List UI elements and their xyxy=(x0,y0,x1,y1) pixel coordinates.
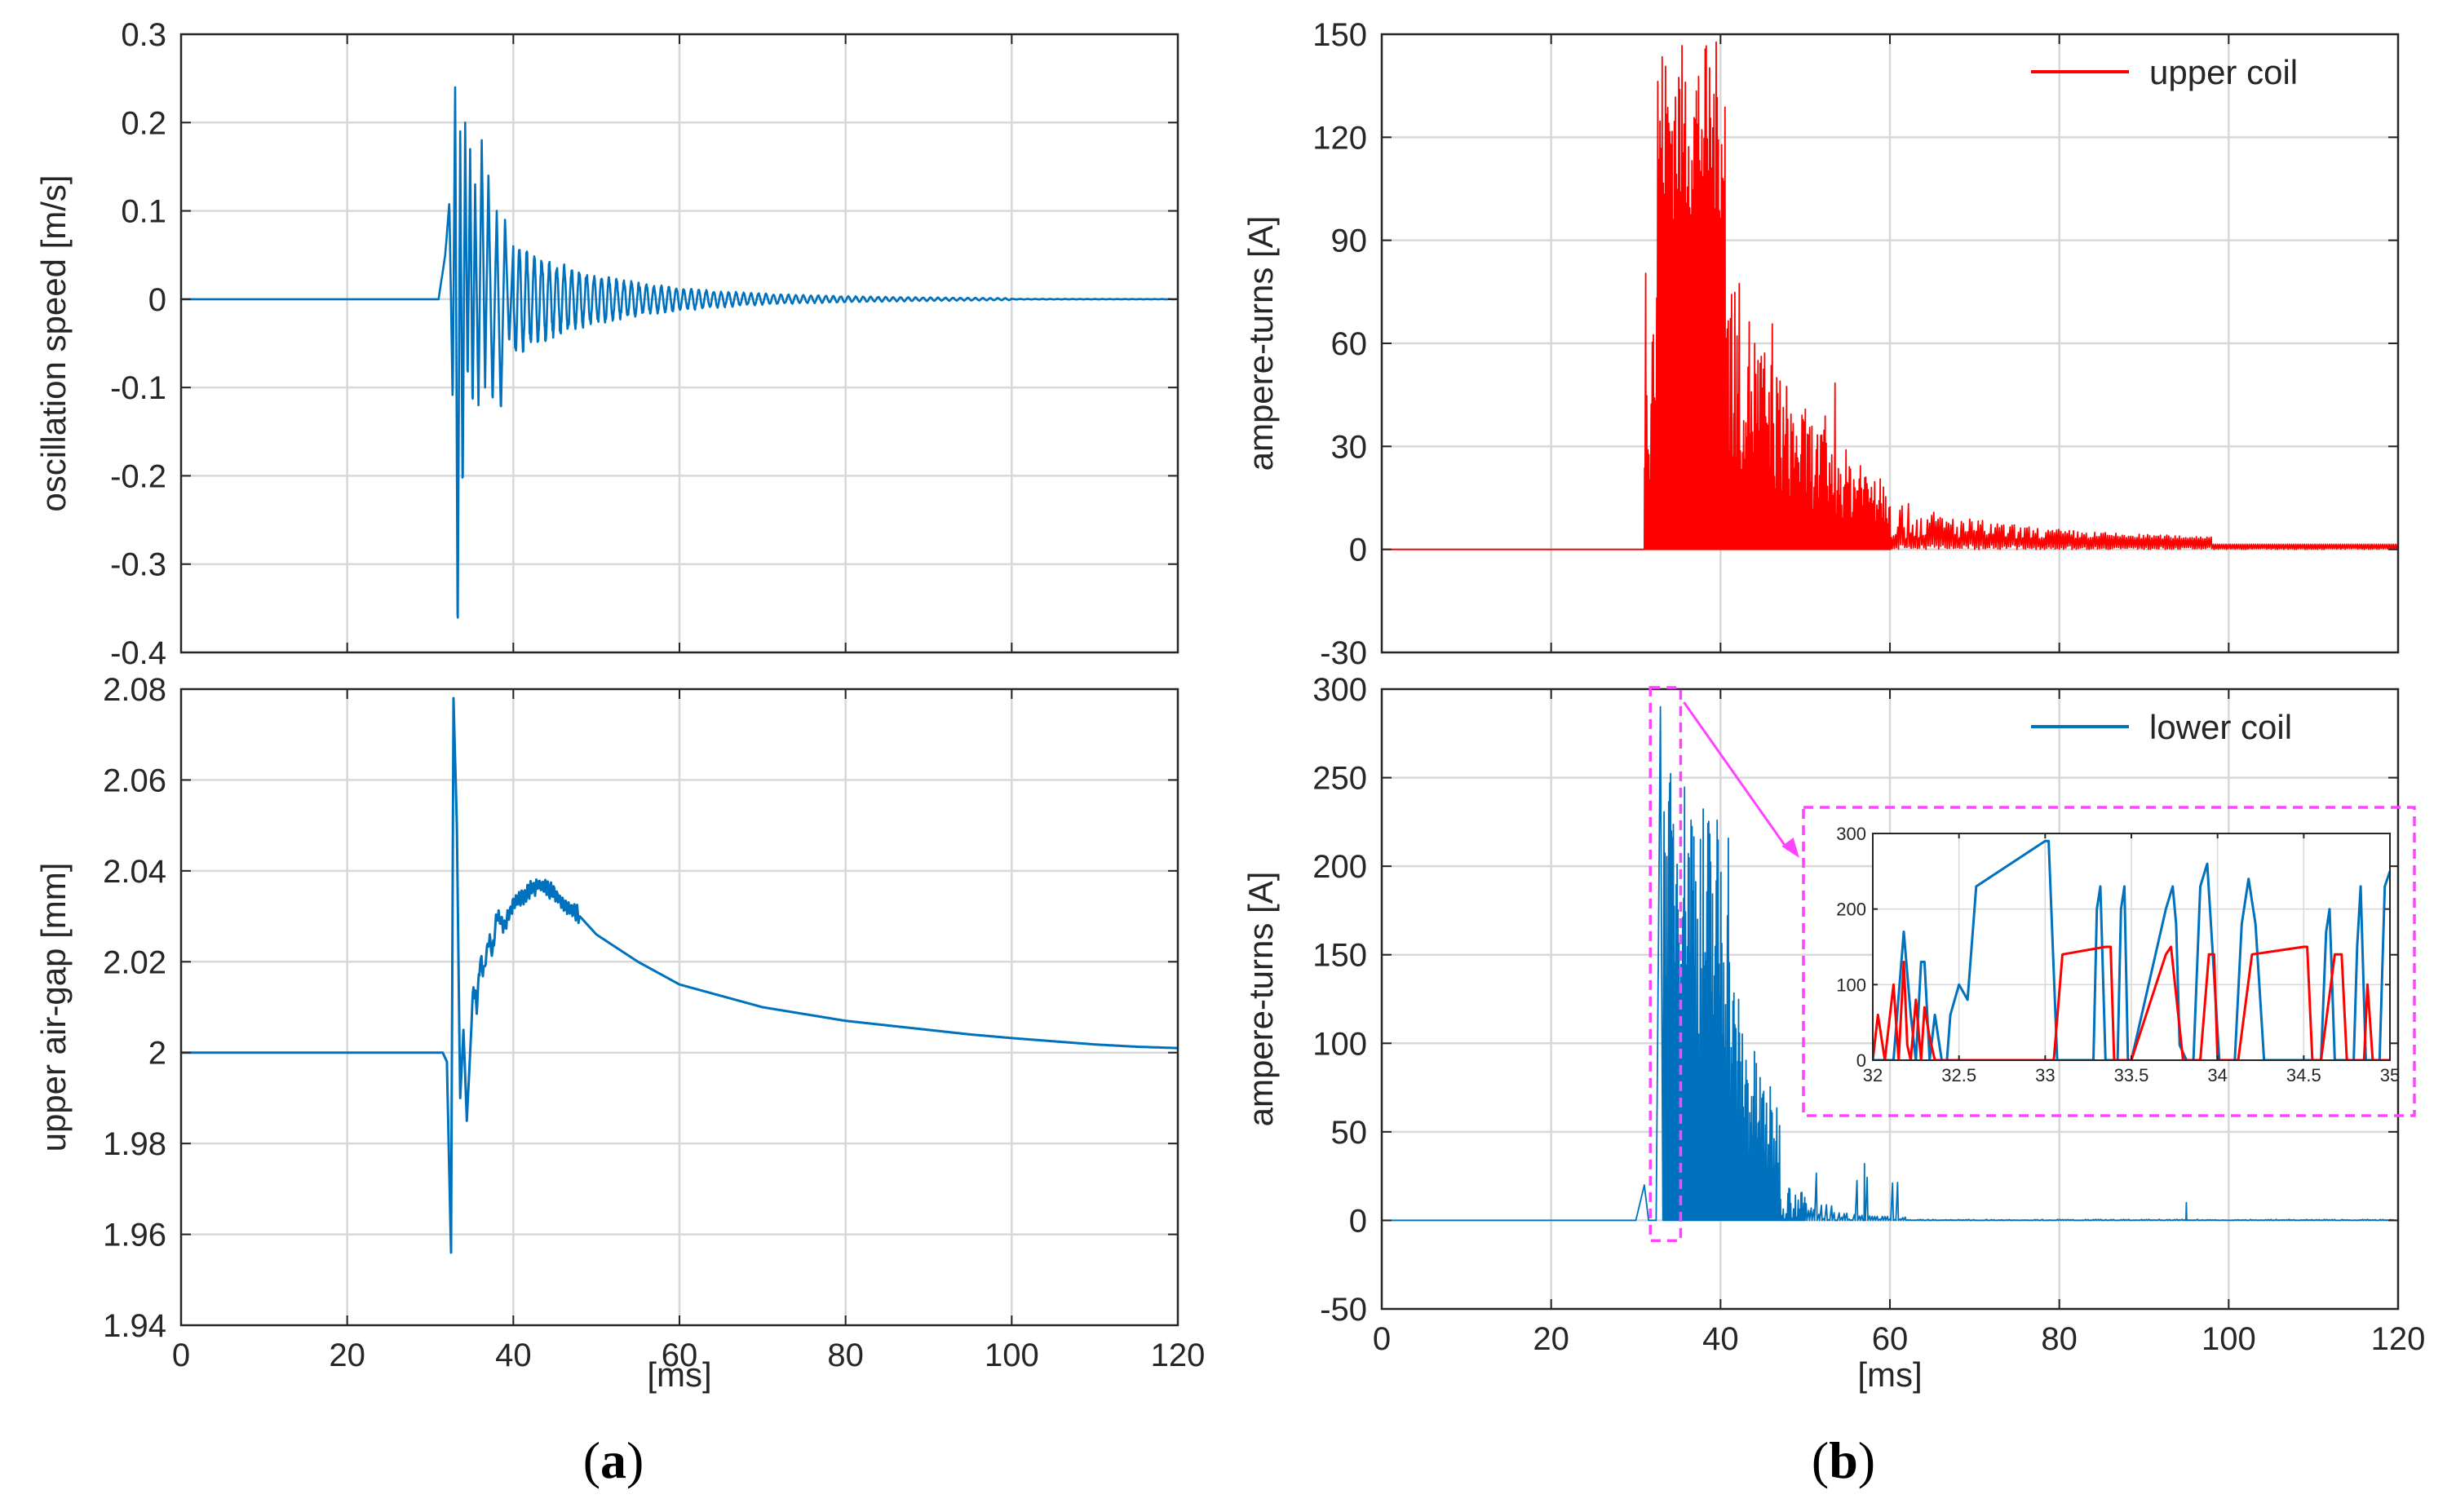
oscillation-speed-plot: -0.4 -0.3 -0.2 -0.1 0 0.1 0.2 0.3 oscillation sp… xyxy=(34,17,1179,671)
upper-coil-plot: -30 0 30 60 90 120 150 ampere-turns [A] upper co… xyxy=(1241,17,2400,671)
series-line-upper-air-gap xyxy=(181,696,1178,1254)
y-axis-label: oscillation speed [m/s] xyxy=(34,175,73,511)
x-tick-label: 120 xyxy=(2371,1321,2426,1357)
y-tick-label: 90 xyxy=(1331,223,1368,259)
x-tick-label: 40 xyxy=(495,1337,532,1373)
upper-air-gap-plot: 1.94 1.96 1.98 2 2.02 2.04 2.06 2.08 0 20 40 60 80 10… xyxy=(34,672,1205,1394)
x-tick-label: 33.5 xyxy=(2114,1065,2149,1085)
x-tick-label: 60 xyxy=(1872,1321,1909,1357)
y-tick-label: 0 xyxy=(1349,533,1367,568)
x-tick-label: 20 xyxy=(329,1337,365,1373)
y-tick-label: 2 xyxy=(148,1036,166,1072)
x-tick-label: 80 xyxy=(2041,1321,2078,1357)
zoom-arrow-head xyxy=(1781,838,1799,858)
series-line-oscillation-speed xyxy=(181,86,1178,619)
x-tick-label: 80 xyxy=(827,1337,864,1373)
y-tick-label: 150 xyxy=(1312,17,1367,53)
y-tick-label: 300 xyxy=(1836,824,1866,844)
y-tick-label: 120 xyxy=(1312,120,1367,156)
y-tick-label: -30 xyxy=(1320,635,1367,671)
y-tick-label: 150 xyxy=(1312,938,1367,974)
y-tick-label: 0.3 xyxy=(121,17,166,53)
y-tick-label: -0.4 xyxy=(110,635,166,671)
zoom-arrow xyxy=(1683,701,1790,851)
x-tick-label: 100 xyxy=(985,1337,1039,1373)
x-tick-label: 33 xyxy=(2035,1065,2055,1085)
y-tick-label: 2.04 xyxy=(103,854,166,890)
inset-frame xyxy=(1802,806,2416,1117)
y-tick-label: 0.1 xyxy=(121,194,166,230)
y-tick-label: 60 xyxy=(1331,326,1368,362)
x-tick-label: 35 xyxy=(2380,1065,2400,1085)
zoom-highlight xyxy=(1648,686,2416,1243)
x-tick-label: 100 xyxy=(2202,1321,2256,1357)
legend-label: upper coil xyxy=(2149,53,2298,91)
legend-label: lower coil xyxy=(2149,708,2292,746)
y-tick-label: 200 xyxy=(1836,900,1866,920)
y-tick-label: 0 xyxy=(1349,1203,1367,1239)
x-tick-label: 32.5 xyxy=(1941,1065,1976,1085)
x-tick-label: 40 xyxy=(1702,1321,1739,1357)
y-tick-label: -0.1 xyxy=(110,370,166,406)
zoom-inset-plot: 0 100 200 300 32 32.5 33 33.5 34 34.5 35 xyxy=(1836,824,2400,1085)
y-tick-label: -0.2 xyxy=(110,458,166,494)
y-axis-label: ampere-turns [A] xyxy=(1241,216,1280,471)
x-tick-label: 20 xyxy=(1533,1321,1569,1357)
x-tick-label: 34 xyxy=(2207,1065,2227,1085)
y-tick-label: 1.96 xyxy=(103,1218,166,1253)
legend: upper coil xyxy=(2031,53,2298,91)
x-tick-label: 32 xyxy=(1863,1065,1883,1085)
y-tick-label: 1.98 xyxy=(103,1126,166,1162)
legend: lower coil xyxy=(2031,708,2292,746)
series-group xyxy=(1873,839,2390,1060)
y-tick-label: -50 xyxy=(1320,1292,1367,1328)
series-group xyxy=(1382,41,2398,550)
x-tick-label: 0 xyxy=(172,1337,190,1373)
series-line-inset-lower-coil xyxy=(1873,839,2390,1060)
y-tick-label: 100 xyxy=(1312,1026,1367,1062)
y-tick-label: 300 xyxy=(1312,672,1367,708)
y-tick-label: -0.3 xyxy=(110,547,166,583)
y-tick-label: 100 xyxy=(1836,975,1866,995)
y-axis-label: ampere-turns [A] xyxy=(1241,872,1280,1127)
y-tick-label: 50 xyxy=(1331,1115,1368,1151)
y-tick-label: 2.02 xyxy=(103,944,166,980)
y-axis-label: upper air-gap [mm] xyxy=(34,863,73,1152)
series-line-lower-coil xyxy=(1382,705,2398,1222)
x-tick-label: 0 xyxy=(1373,1321,1391,1357)
series-group xyxy=(1382,705,2398,1222)
y-tick-label: 1.94 xyxy=(103,1308,166,1344)
x-axis-label: [ms] xyxy=(647,1355,711,1394)
series-line-upper-coil xyxy=(1382,41,2398,550)
y-tick-label: 0.2 xyxy=(121,105,166,141)
y-tick-label: 200 xyxy=(1312,849,1367,885)
x-tick-label: 120 xyxy=(1151,1337,1206,1373)
x-tick-label: 60 xyxy=(662,1337,698,1373)
panel-label-a: (a) xyxy=(583,1431,644,1489)
y-tick-label: 0 xyxy=(148,282,166,318)
x-axis-label: [ms] xyxy=(1857,1355,1922,1394)
y-tick-label: 0 xyxy=(1856,1050,1866,1071)
panel-label-b: (b) xyxy=(1812,1431,1875,1489)
y-tick-label: 250 xyxy=(1312,761,1367,797)
y-tick-label: 2.06 xyxy=(103,763,166,798)
series-group xyxy=(181,86,1178,619)
x-tick-label: 34.5 xyxy=(2286,1065,2321,1085)
y-tick-label: 2.08 xyxy=(103,672,166,708)
zoom-window-box xyxy=(1648,686,1683,1243)
y-tick-label: 30 xyxy=(1331,429,1368,465)
series-group xyxy=(181,696,1178,1254)
